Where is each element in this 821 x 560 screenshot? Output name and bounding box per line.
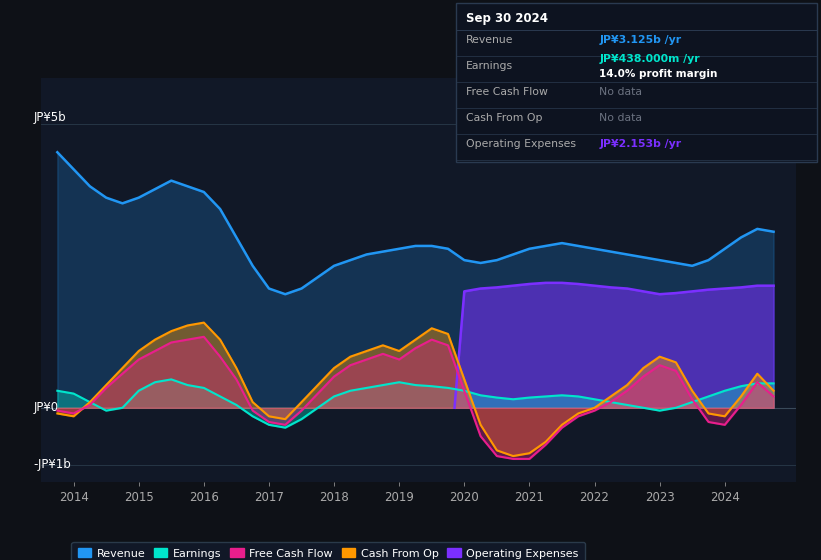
Text: Revenue: Revenue <box>466 35 513 45</box>
Text: No data: No data <box>599 87 642 97</box>
Text: Cash From Op: Cash From Op <box>466 113 542 123</box>
Text: JP¥5b: JP¥5b <box>34 111 67 124</box>
Text: Sep 30 2024: Sep 30 2024 <box>466 12 548 25</box>
Text: -JP¥1b: -JP¥1b <box>34 458 71 471</box>
Text: JP¥0: JP¥0 <box>34 402 58 414</box>
Text: Operating Expenses: Operating Expenses <box>466 139 576 149</box>
Text: JP¥3.125b /yr: JP¥3.125b /yr <box>599 35 681 45</box>
Text: No data: No data <box>599 113 642 123</box>
Text: JP¥2.153b /yr: JP¥2.153b /yr <box>599 139 681 149</box>
Text: JP¥438.000m /yr: JP¥438.000m /yr <box>599 54 700 64</box>
Text: Free Cash Flow: Free Cash Flow <box>466 87 548 97</box>
Text: 14.0% profit margin: 14.0% profit margin <box>599 68 718 78</box>
Text: Earnings: Earnings <box>466 60 512 71</box>
Legend: Revenue, Earnings, Free Cash Flow, Cash From Op, Operating Expenses: Revenue, Earnings, Free Cash Flow, Cash … <box>71 542 585 560</box>
